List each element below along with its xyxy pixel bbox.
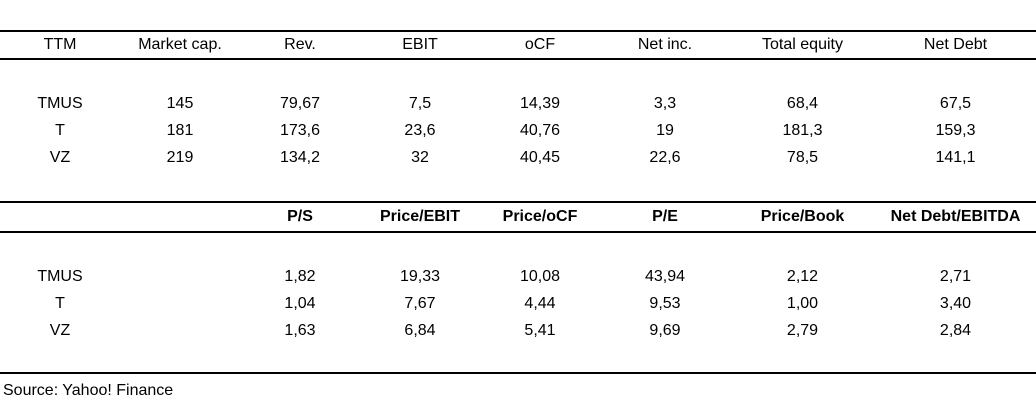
table-row-t-absolute: T 181 173,6 23,6 40,76 19 181,3 159,3 — [0, 117, 1036, 144]
value-cell: 9,69 — [649, 321, 681, 339]
metrics-header-row: TTM Market cap. Rev. EBIT oCF Net inc. T… — [0, 32, 1036, 58]
value-cell: 23,6 — [404, 121, 436, 139]
value-cell: 40,76 — [519, 121, 561, 139]
horizontal-rule-4 — [0, 231, 1036, 233]
top-spacer — [0, 0, 1036, 30]
section2-top-spacer — [0, 171, 1036, 201]
horizontal-rule-2 — [0, 58, 1036, 60]
column-header-total-equity: Total equity — [762, 36, 843, 53]
section1-spacer — [0, 60, 1036, 90]
value-cell: 219 — [166, 148, 194, 166]
value-cell: 7,67 — [404, 294, 436, 312]
value-cell: 4,44 — [524, 294, 556, 312]
value-cell: 40,45 — [519, 148, 561, 166]
ticker-cell: VZ — [49, 148, 71, 166]
horizontal-rule-1 — [0, 30, 1036, 32]
source-note: Source: Yahoo! Finance — [3, 381, 174, 399]
horizontal-rule-3 — [0, 201, 1036, 203]
ticker-cell: TMUS — [37, 267, 83, 285]
value-cell: 2,79 — [786, 321, 819, 339]
value-cell: 2,71 — [939, 267, 972, 285]
value-cell: 173,6 — [279, 121, 321, 139]
column-header-net-inc: Net inc. — [637, 36, 693, 53]
value-cell: 19 — [656, 121, 674, 139]
value-cell: 181,3 — [782, 121, 823, 139]
value-cell: 32 — [411, 148, 429, 166]
value-cell: 78,5 — [786, 148, 819, 166]
value-cell: 22,6 — [649, 148, 681, 166]
value-cell: 3,40 — [939, 294, 972, 312]
section2-spacer — [0, 233, 1036, 263]
table-row-tmus-absolute: TMUS 145 79,67 7,5 14,39 3,3 68,4 67,5 — [0, 90, 1036, 117]
value-cell: 79,67 — [279, 94, 321, 112]
value-cell: 1,04 — [284, 294, 316, 312]
value-cell: 67,5 — [939, 94, 972, 112]
column-header-price-ocf: Price/oCF — [502, 208, 578, 225]
value-cell: 159,3 — [935, 121, 976, 139]
horizontal-rule-5 — [0, 372, 1036, 374]
ticker-cell: T — [55, 294, 65, 312]
value-cell: 1,00 — [786, 294, 819, 312]
value-cell: 1,63 — [284, 321, 316, 339]
column-header-netdebt-ebitda: Net Debt/EBITDA — [890, 208, 1021, 225]
value-cell: 141,1 — [935, 148, 976, 166]
column-header-ps: P/S — [287, 208, 313, 225]
column-header-ebit: EBIT — [402, 36, 438, 53]
value-cell: 9,53 — [649, 294, 681, 312]
value-cell: 5,41 — [524, 321, 556, 339]
value-cell: 68,4 — [786, 94, 819, 112]
value-cell: 145 — [166, 94, 194, 112]
value-cell: 181 — [166, 121, 194, 139]
column-header-net-debt: Net Debt — [923, 36, 988, 53]
value-cell: 3,3 — [653, 94, 677, 112]
table-row-vz-multiples: VZ 1,63 6,84 5,41 9,69 2,79 2,84 — [0, 317, 1036, 344]
value-cell: 6,84 — [404, 321, 436, 339]
table-row-t-multiples: T 1,04 7,67 4,44 9,53 1,00 3,40 — [0, 290, 1036, 317]
ticker-cell: VZ — [49, 321, 71, 339]
column-header-pe: P/E — [652, 208, 678, 225]
table-row-tmus-multiples: TMUS 1,82 19,33 10,08 43,94 2,12 2,71 — [0, 263, 1036, 290]
ticker-cell: T — [55, 121, 65, 139]
column-header-ttm: TTM — [43, 36, 77, 53]
footer-spacer — [0, 344, 1036, 372]
column-header-price-book: Price/Book — [760, 208, 845, 225]
value-cell: 7,5 — [408, 94, 432, 112]
column-header-market-cap: Market cap. — [138, 36, 222, 53]
source-row: Source: Yahoo! Finance — [0, 374, 1036, 407]
column-header-rev: Rev. — [284, 36, 316, 53]
value-cell: 14,39 — [519, 94, 561, 112]
multiples-header-row: P/S Price/EBIT Price/oCF P/E Price/Book … — [0, 203, 1036, 231]
value-cell: 2,84 — [939, 321, 972, 339]
value-cell: 134,2 — [279, 148, 321, 166]
value-cell: 1,82 — [284, 267, 316, 285]
ticker-cell: TMUS — [37, 94, 83, 112]
value-cell: 10,08 — [519, 267, 561, 285]
column-header-ocf: oCF — [524, 36, 556, 53]
table-row-vz-absolute: VZ 219 134,2 32 40,45 22,6 78,5 141,1 — [0, 144, 1036, 171]
value-cell: 43,94 — [644, 267, 686, 285]
value-cell: 2,12 — [786, 267, 819, 285]
column-header-price-ebit: Price/EBIT — [379, 208, 461, 225]
value-cell: 19,33 — [399, 267, 441, 285]
